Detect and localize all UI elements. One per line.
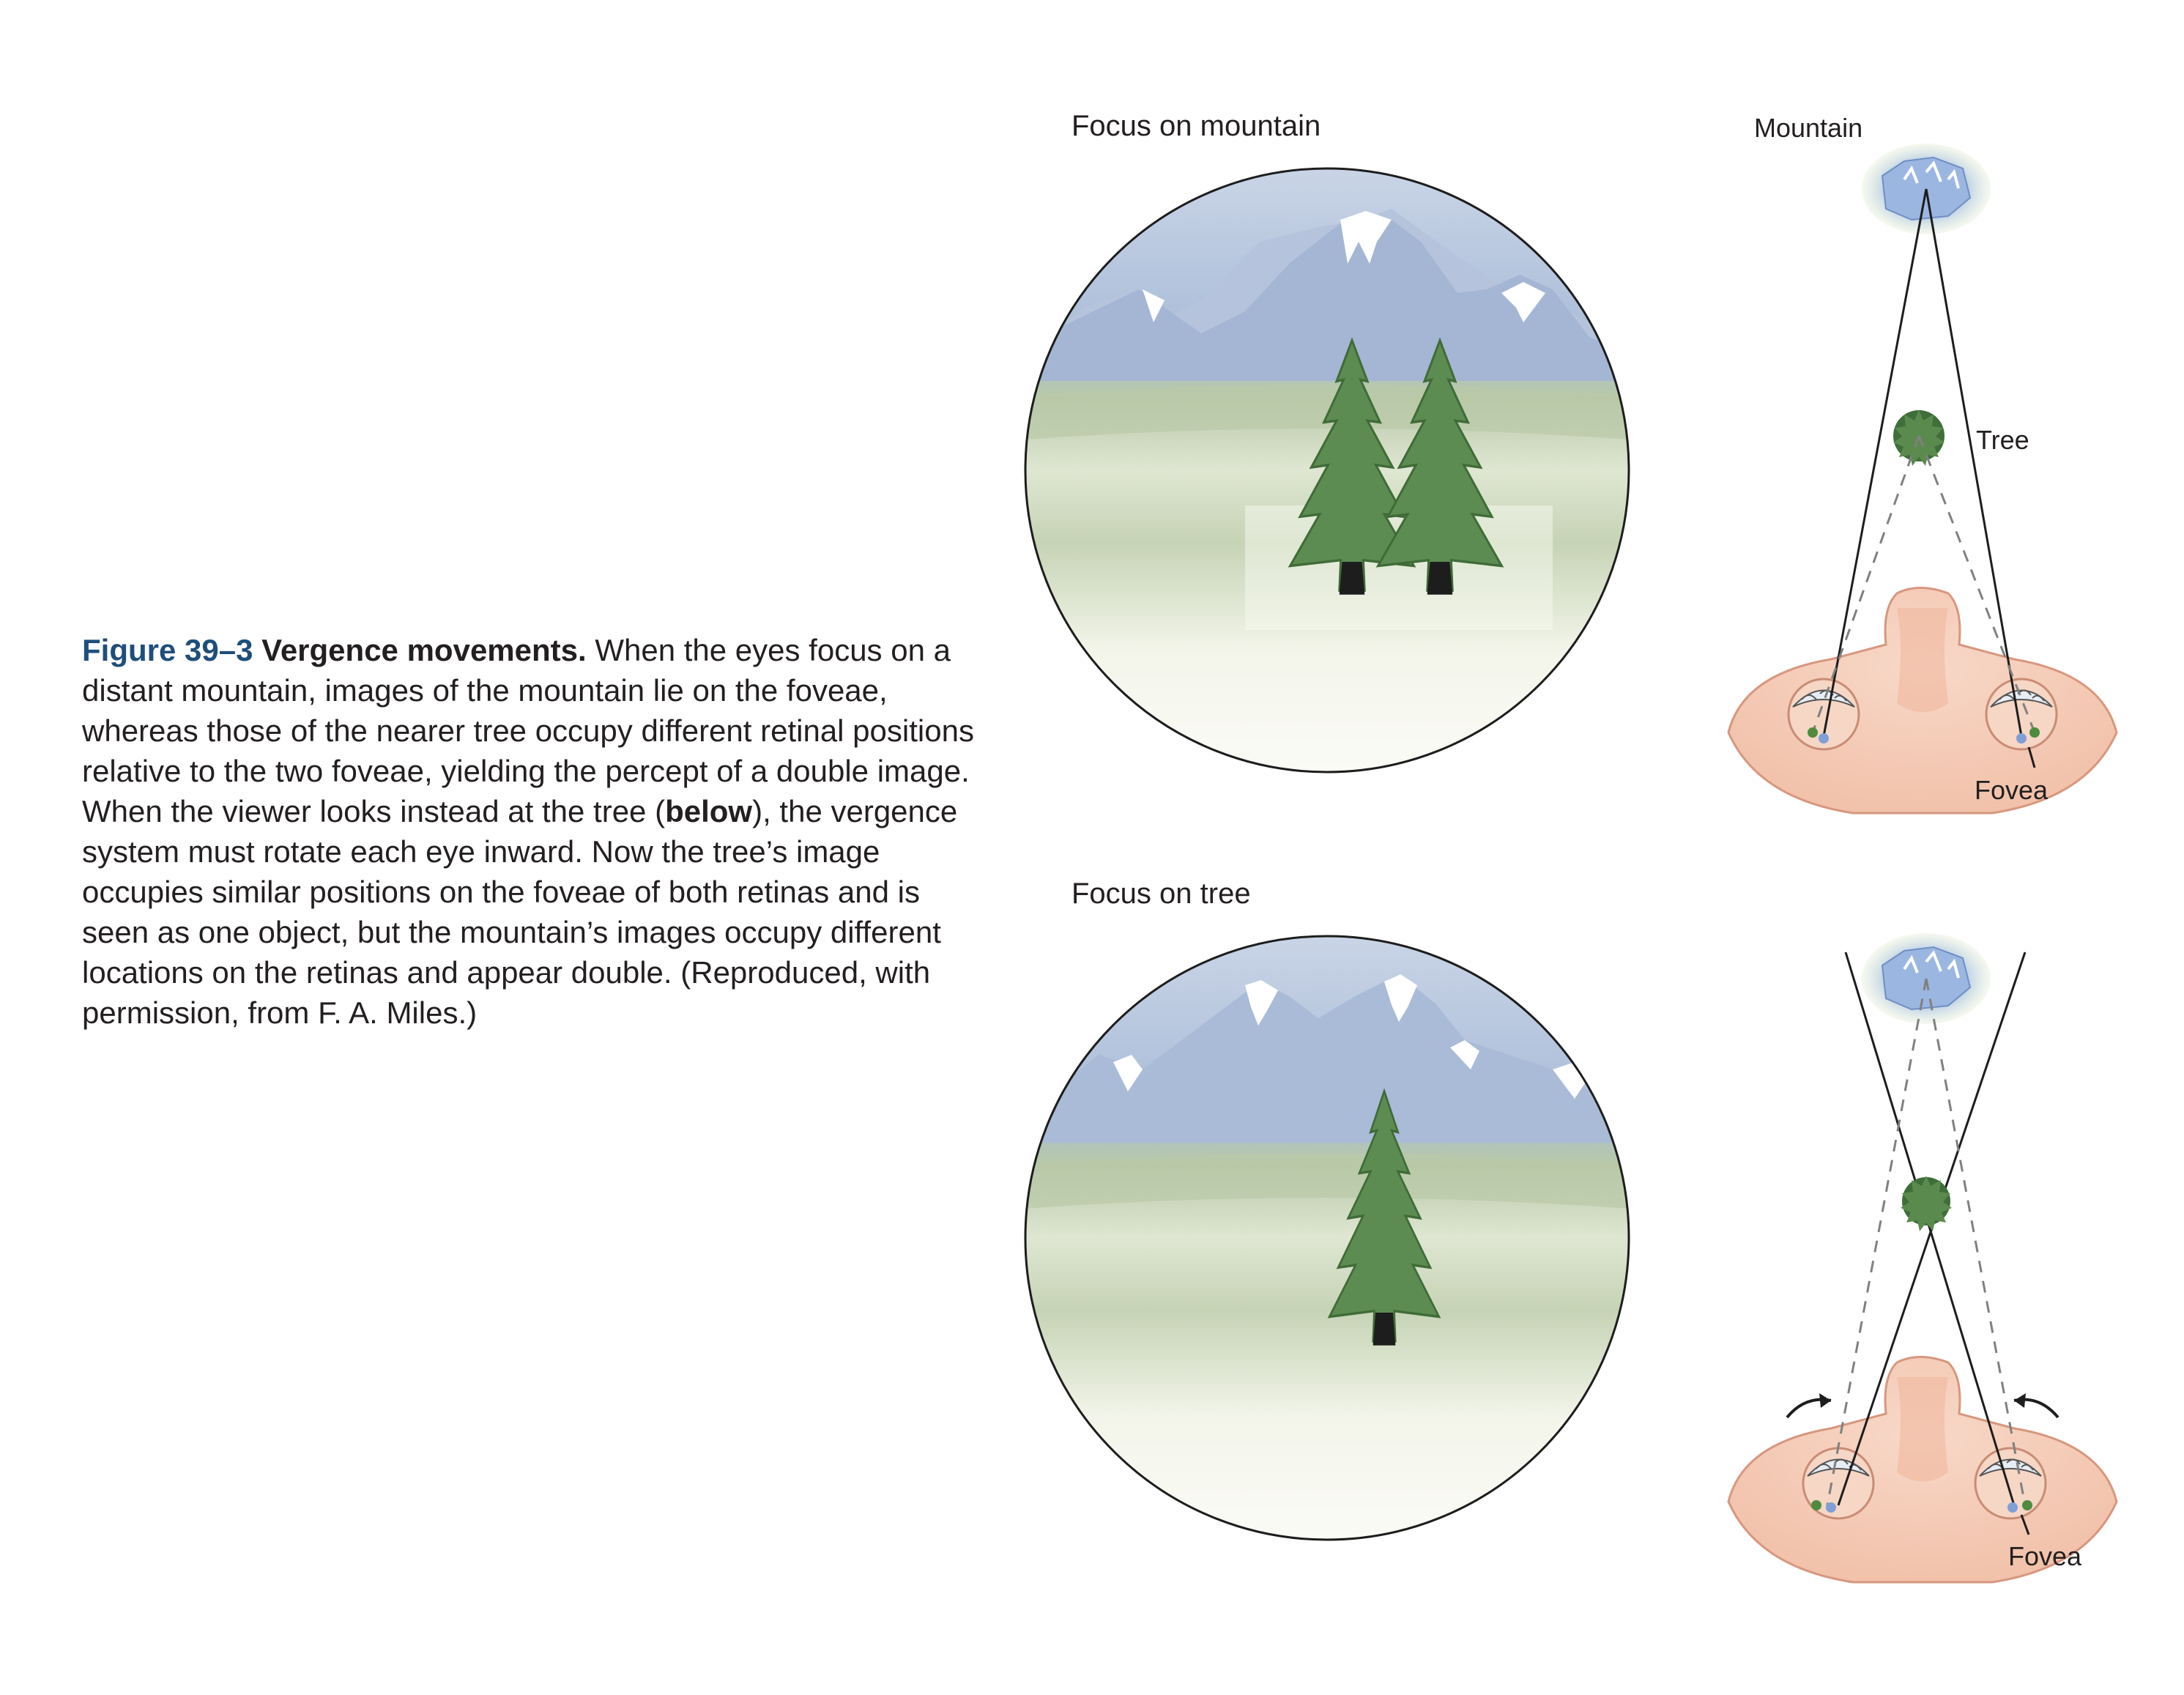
tree-label: Tree [1976, 425, 2029, 455]
caption-text-2: ), the vergence system must rotate each … [82, 794, 958, 1030]
fovea-label-bottom: Fovea [2008, 1541, 2082, 1571]
figure-title: Vergence movements. [261, 633, 587, 667]
figure-number: Figure 39–3 [82, 633, 253, 667]
figure-caption: Figure 39–3 Vergence movements. When the… [82, 630, 990, 1033]
top-scene-view [1025, 168, 1629, 772]
caption-text-1: When the eyes focus on a distant mountai… [82, 633, 974, 828]
top-eye-diagram [1727, 144, 2118, 815]
bottom-scene-border [1024, 935, 1630, 1541]
caption-emphasis: below [665, 794, 753, 828]
top-scene-border [1024, 167, 1630, 774]
focus-tree-label: Focus on tree [1071, 878, 1251, 910]
tree-icon-bottom [1901, 1176, 1952, 1231]
focus-mountain-label: Focus on mountain [1071, 110, 1321, 142]
fovea-label-top: Fovea [1975, 775, 2049, 805]
bottom-scene-view [1025, 936, 1629, 1540]
bottom-eye-diagram [1727, 933, 2118, 1584]
mountain-label: Mountain [1754, 113, 1863, 143]
